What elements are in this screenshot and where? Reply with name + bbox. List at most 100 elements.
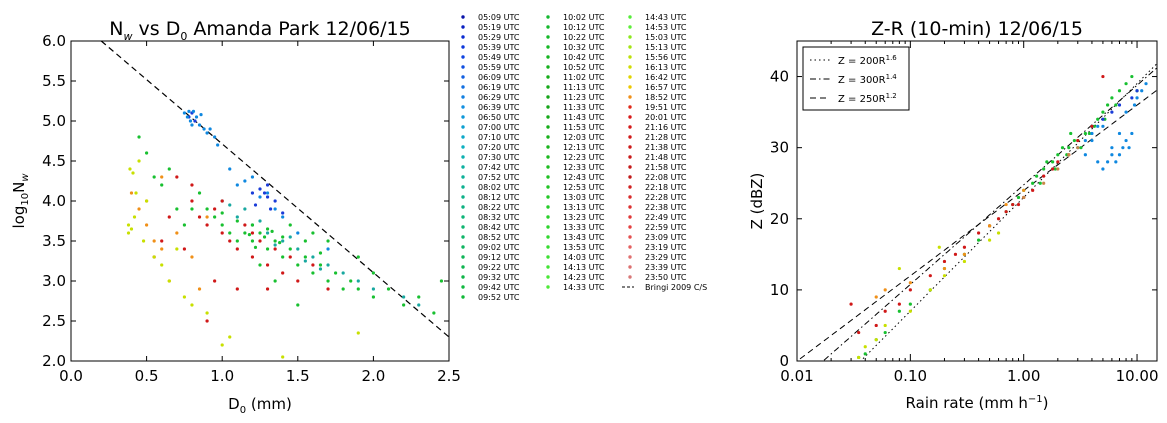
- legend-label: 12:53 UTC: [563, 183, 605, 192]
- legend-marker: [461, 185, 465, 189]
- legend-label: 11:53 UTC: [563, 123, 605, 132]
- legend-marker: [628, 115, 632, 119]
- legend-label: 22:08 UTC: [645, 173, 687, 182]
- legend-label: 16:13 UTC: [645, 63, 687, 72]
- legend-marker: [628, 265, 632, 269]
- zr-point: [1117, 89, 1122, 93]
- zr-point: [1067, 153, 1071, 157]
- nw-d0-point: [326, 247, 330, 251]
- zr-relation-line: [823, 67, 1158, 361]
- nw-d0-point: [202, 127, 206, 131]
- nw-d0-point: [356, 331, 360, 335]
- legend-marker: [461, 165, 465, 169]
- nw-d0-point: [185, 115, 190, 119]
- nw-d0-point: [258, 195, 262, 199]
- nw-d0-point: [213, 215, 217, 219]
- nw-d0-point: [296, 263, 300, 267]
- nw-d0-point: [250, 191, 255, 195]
- legend-label: 15:13 UTC: [645, 43, 687, 52]
- x-tick-label: 0.5: [135, 367, 159, 385]
- legend-label: 06:09 UTC: [478, 73, 520, 82]
- legend-marker: [461, 65, 465, 69]
- legend-label: 08:02 UTC: [478, 183, 520, 192]
- nw-d0-point: [265, 287, 270, 291]
- zr-point: [1106, 160, 1110, 164]
- zr-point: [1076, 138, 1080, 143]
- legend-label: 18:52 UTC: [645, 93, 687, 102]
- zr-plot-area: [799, 63, 1158, 361]
- nw-d0-point: [182, 223, 186, 227]
- legend-label: 08:52 UTC: [478, 233, 520, 242]
- x-tick-label: 2.5: [437, 367, 461, 385]
- legend-marker: [628, 65, 632, 69]
- legend-marker: [546, 205, 550, 209]
- legend-label: 23:19 UTC: [645, 243, 687, 252]
- legend-marker: [546, 95, 550, 99]
- legend-label: 22:49 UTC: [645, 213, 687, 222]
- zr-point: [942, 274, 947, 278]
- nw-d0-y-axis-label: log10Nw: [10, 173, 31, 229]
- zr-point: [1042, 174, 1046, 178]
- nw-d0-point: [128, 167, 132, 171]
- zr-point: [897, 309, 901, 313]
- y-tick-label: 5.5: [42, 72, 66, 90]
- zr-point: [1022, 188, 1026, 192]
- zr-point: [1016, 202, 1021, 207]
- legend-marker: [546, 265, 550, 269]
- legend-label: 11:02 UTC: [563, 73, 605, 82]
- legend-label: 08:12 UTC: [478, 193, 520, 202]
- legend-marker: [546, 85, 550, 89]
- legend-label: 06:50 UTC: [478, 113, 520, 122]
- nw-d0-point: [243, 207, 247, 211]
- legend-marker: [461, 195, 465, 199]
- nw-d0-point: [250, 239, 255, 243]
- nw-d0-point: [228, 231, 232, 235]
- nw-d0-point: [326, 263, 330, 267]
- zr-relation-line: [799, 89, 1158, 360]
- nw-d0-point: [341, 287, 345, 291]
- nw-d0-point: [220, 223, 224, 227]
- nw-d0-point: [288, 235, 292, 239]
- legend-marker: [461, 155, 465, 159]
- zr-point: [1083, 131, 1087, 136]
- nw-d0-point: [386, 287, 391, 291]
- legend-marker: [628, 125, 632, 129]
- nw-d0-chart-title: Nw vs D0 Amanda Park 12/06/15: [109, 18, 411, 43]
- nw-d0-point: [228, 167, 232, 171]
- nw-d0-point: [349, 279, 353, 283]
- legend-marker: [546, 165, 550, 169]
- nw-d0-point: [253, 245, 258, 249]
- nw-d0-point: [311, 255, 315, 259]
- legend-marker: [461, 235, 465, 239]
- nw-d0-point: [296, 247, 300, 251]
- zr-point: [1114, 160, 1118, 164]
- zr-point: [937, 245, 941, 249]
- legend-marker: [461, 265, 465, 269]
- nw-d0-point: [175, 247, 179, 251]
- nw-d0-point: [190, 255, 194, 259]
- zr-point: [1060, 146, 1065, 150]
- legend-marker: [461, 55, 465, 59]
- nw-d0-point: [205, 311, 209, 315]
- zr-point: [1140, 89, 1144, 93]
- nw-d0-point: [288, 255, 292, 259]
- nw-d0-point: [205, 319, 209, 323]
- nw-d0-point: [208, 127, 212, 131]
- zr-point: [962, 259, 967, 264]
- nw-d0-point: [126, 231, 131, 235]
- legend-marker: [628, 165, 632, 169]
- zr-point: [1056, 160, 1060, 164]
- legend-label: 07:00 UTC: [478, 123, 520, 132]
- legend-marker: [628, 55, 632, 59]
- legend-label: 21:58 UTC: [645, 163, 687, 172]
- legend-label: 10:02 UTC: [563, 13, 605, 22]
- nw-d0-point: [326, 279, 330, 283]
- legend-marker: [546, 215, 550, 219]
- y-tick-label: 20: [770, 210, 789, 228]
- x-tick-label: 10.00: [1116, 367, 1159, 385]
- zr-point: [953, 252, 958, 256]
- legend-marker: [628, 185, 632, 189]
- legend-marker: [628, 245, 632, 249]
- legend-marker: [461, 95, 465, 99]
